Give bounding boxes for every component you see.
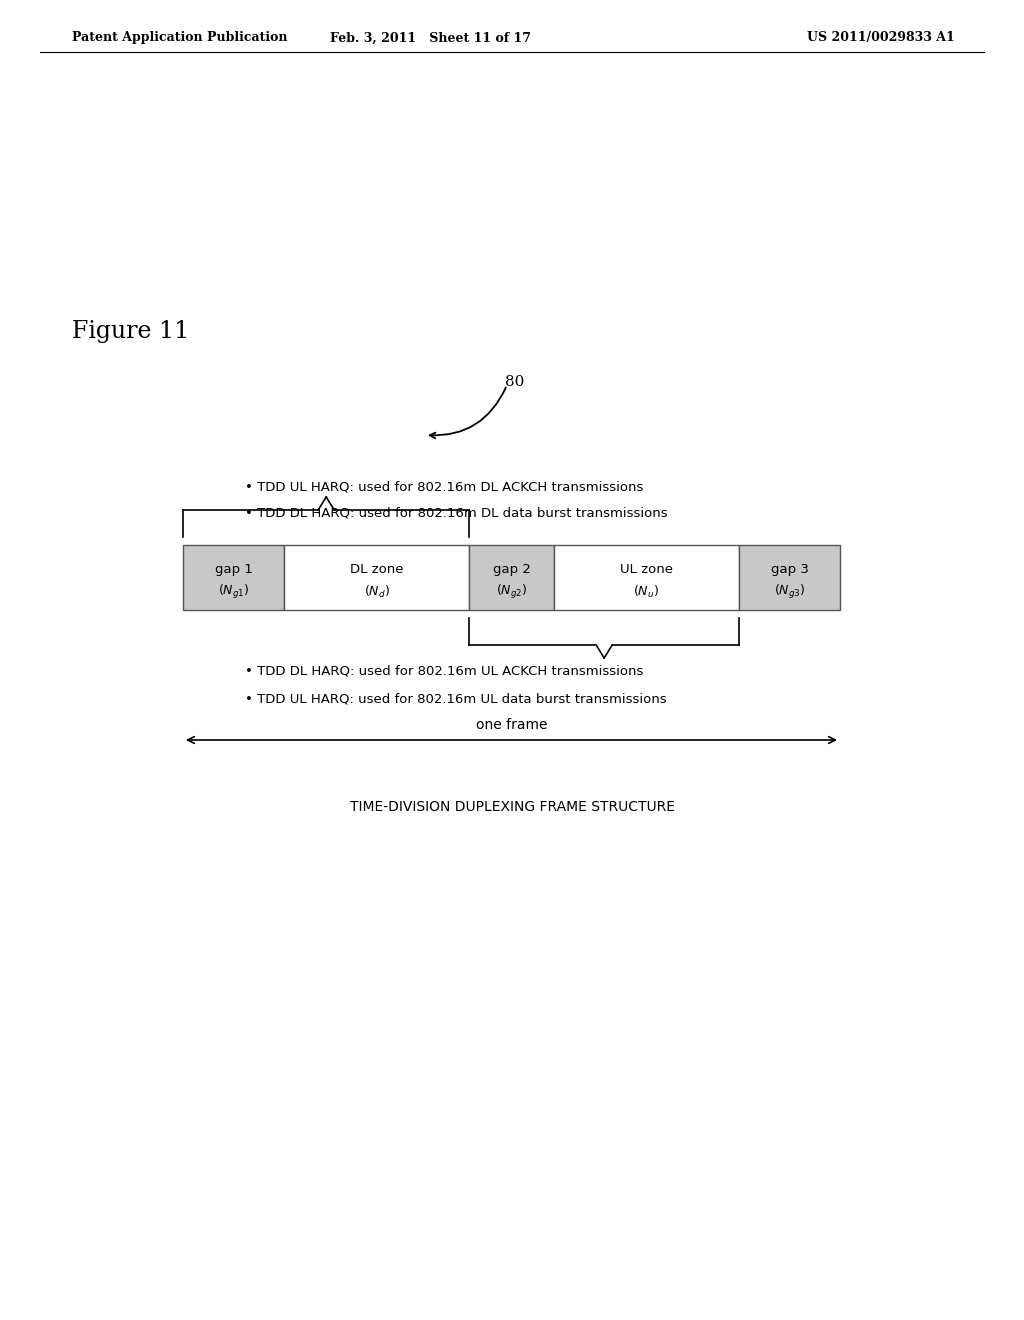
Text: gap 3: gap 3 <box>770 564 808 577</box>
Text: TIME-DIVISION DUPLEXING FRAME STRUCTURE: TIME-DIVISION DUPLEXING FRAME STRUCTURE <box>349 800 675 814</box>
Text: gap 2: gap 2 <box>493 564 530 577</box>
Text: UL zone: UL zone <box>620 564 673 577</box>
Text: DL zone: DL zone <box>350 564 403 577</box>
Text: • TDD DL HARQ: used for 802.16m UL ACKCH transmissions: • TDD DL HARQ: used for 802.16m UL ACKCH… <box>245 665 643 678</box>
Text: • TDD UL HARQ: used for 802.16m DL ACKCH transmissions: • TDD UL HARQ: used for 802.16m DL ACKCH… <box>245 480 643 492</box>
Bar <box>554 545 739 610</box>
Text: $(N_{g2})$: $(N_{g2})$ <box>496 583 527 601</box>
Text: US 2011/0029833 A1: US 2011/0029833 A1 <box>807 32 955 45</box>
Text: $(N_{g1})$: $(N_{g1})$ <box>218 583 249 601</box>
Text: Figure 11: Figure 11 <box>72 319 189 343</box>
Bar <box>183 545 284 610</box>
Text: $(N_{d})$: $(N_{d})$ <box>364 583 390 599</box>
Text: $(N_{u})$: $(N_{u})$ <box>633 583 659 599</box>
Text: gap 1: gap 1 <box>215 564 253 577</box>
Text: Patent Application Publication: Patent Application Publication <box>72 32 288 45</box>
Text: • TDD UL HARQ: used for 802.16m UL data burst transmissions: • TDD UL HARQ: used for 802.16m UL data … <box>245 692 667 705</box>
Text: 80: 80 <box>505 375 524 389</box>
Bar <box>739 545 840 610</box>
Text: Feb. 3, 2011   Sheet 11 of 17: Feb. 3, 2011 Sheet 11 of 17 <box>330 32 530 45</box>
Text: • TDD DL HARQ: used for 802.16m DL data burst transmissions: • TDD DL HARQ: used for 802.16m DL data … <box>245 507 668 520</box>
Text: $(N_{g3})$: $(N_{g3})$ <box>774 583 805 601</box>
Bar <box>284 545 469 610</box>
Bar <box>469 545 554 610</box>
Text: one frame: one frame <box>476 718 547 733</box>
